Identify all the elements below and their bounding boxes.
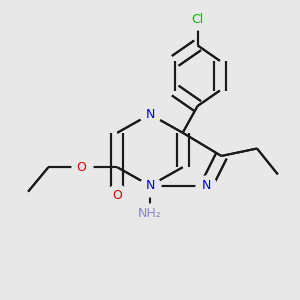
- Text: N: N: [145, 179, 155, 192]
- Text: O: O: [77, 161, 87, 174]
- Text: N: N: [145, 108, 155, 121]
- Text: N: N: [202, 179, 211, 192]
- Text: O: O: [77, 161, 87, 174]
- Text: N: N: [202, 179, 211, 192]
- Text: N: N: [145, 108, 155, 121]
- Text: O: O: [112, 189, 122, 202]
- Text: O: O: [112, 189, 122, 202]
- Text: NH₂: NH₂: [138, 207, 162, 220]
- Text: N: N: [145, 179, 155, 192]
- Text: NH₂: NH₂: [138, 207, 162, 220]
- Text: Cl: Cl: [191, 13, 204, 26]
- Text: Cl: Cl: [191, 13, 204, 26]
